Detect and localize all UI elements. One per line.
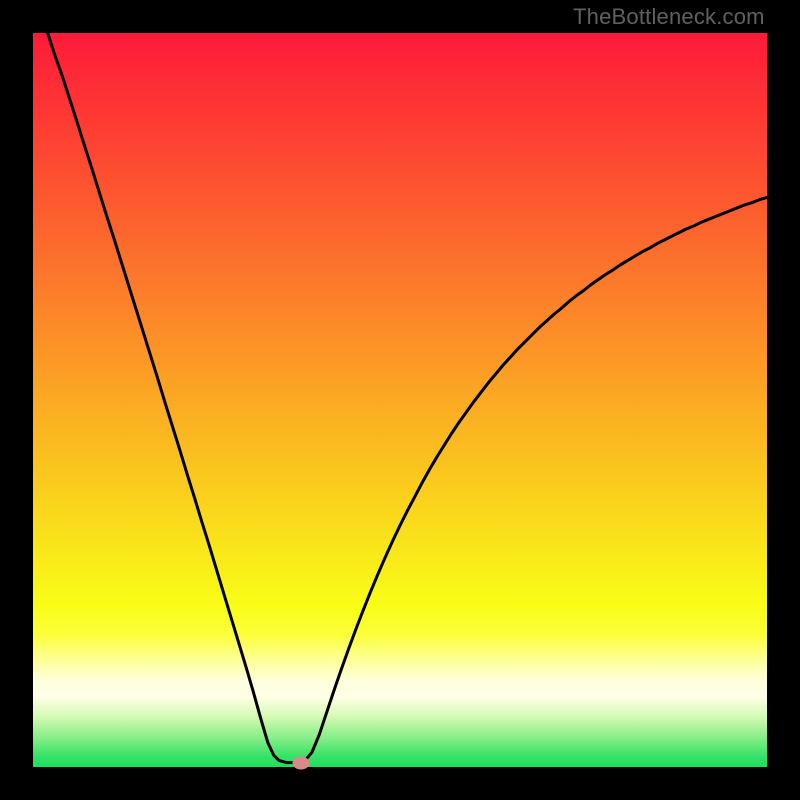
bottleneck-curve-svg xyxy=(33,33,767,767)
optimum-marker xyxy=(292,756,309,769)
gradient-background xyxy=(33,33,767,767)
chart-container: TheBottleneck.com xyxy=(0,0,800,800)
watermark-label: TheBottleneck.com xyxy=(573,4,765,30)
plot-area xyxy=(33,33,767,767)
